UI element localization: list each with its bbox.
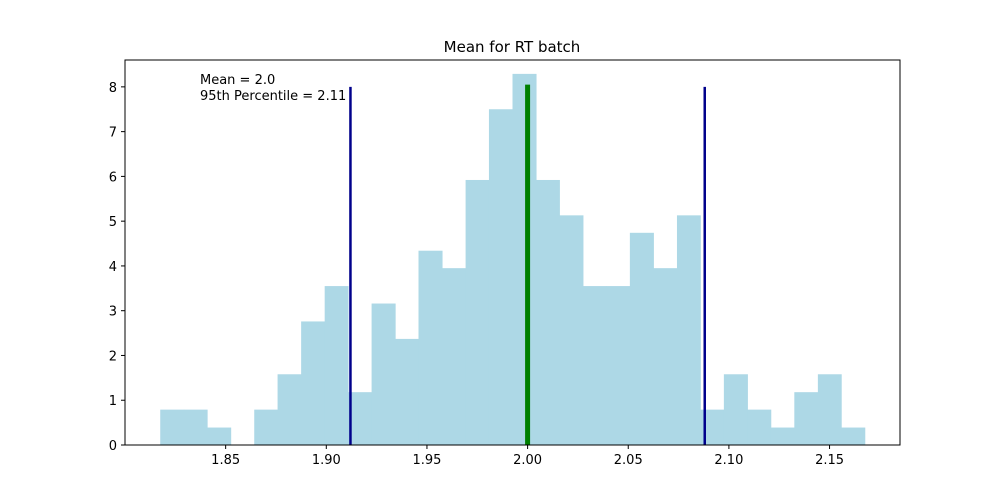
bars-layer — [160, 73, 866, 446]
x-tick-label: 1.95 — [412, 453, 441, 468]
histogram-bar — [653, 268, 678, 445]
histogram-bar — [770, 427, 795, 445]
histogram-bar — [723, 374, 748, 445]
y-tick-label: 0 — [109, 439, 117, 454]
chart-title: Mean for RT batch — [444, 38, 581, 56]
histogram-bar — [254, 409, 279, 445]
x-tick-label: 2.00 — [513, 453, 542, 468]
histogram-bar — [606, 286, 631, 445]
x-tick-label: 2.10 — [714, 453, 743, 468]
histogram-bar — [817, 374, 842, 445]
y-tick-label: 6 — [109, 170, 117, 185]
y-tick-label: 5 — [109, 215, 117, 230]
histogram-bar — [629, 232, 654, 445]
vertical-lines-layer — [349, 84, 706, 445]
histogram-bar — [395, 338, 419, 445]
annotation-percentile: 95th Percentile = 2.11 — [200, 89, 346, 104]
y-tick-label: 7 — [109, 126, 117, 141]
histogram-bar — [676, 215, 701, 445]
x-tick-label: 2.15 — [815, 453, 844, 468]
y-axis-ticks: 0 1 2 3 4 5 6 7 8 — [109, 81, 125, 454]
y-tick-label: 3 — [109, 305, 117, 320]
x-tick-label: 2.05 — [614, 453, 643, 468]
histogram-bar — [559, 215, 584, 445]
x-tick-label: 1.90 — [312, 453, 341, 468]
y-tick-label: 4 — [109, 260, 117, 275]
histogram-bar — [582, 286, 608, 445]
histogram-bar — [465, 179, 490, 445]
histogram-bar — [747, 409, 772, 445]
histogram-bar — [301, 321, 326, 445]
histogram-bar — [442, 268, 467, 445]
histogram-bar — [418, 250, 443, 445]
histogram-bar — [183, 409, 208, 445]
histogram-bar — [488, 109, 513, 445]
histogram-bar — [536, 179, 560, 445]
histogram-bar — [841, 427, 866, 445]
y-tick-label: 2 — [109, 349, 117, 364]
histogram-bar — [512, 73, 537, 446]
x-tick-label: 1.85 — [211, 453, 240, 468]
histogram-bar — [348, 392, 373, 445]
y-tick-label: 1 — [109, 394, 117, 409]
plot-frame — [124, 59, 901, 446]
histogram-bar — [794, 392, 819, 445]
histogram-bar — [324, 286, 349, 445]
histogram-bar — [371, 303, 396, 445]
histogram-bar — [277, 374, 302, 445]
histogram-bar — [207, 427, 232, 445]
x-axis-ticks: 1.85 1.90 1.95 2.00 2.05 2.10 2.15 — [211, 445, 844, 468]
y-tick-label: 8 — [109, 81, 117, 96]
annotation-mean: Mean = 2.0 — [200, 73, 275, 88]
histogram-bar — [160, 409, 185, 445]
